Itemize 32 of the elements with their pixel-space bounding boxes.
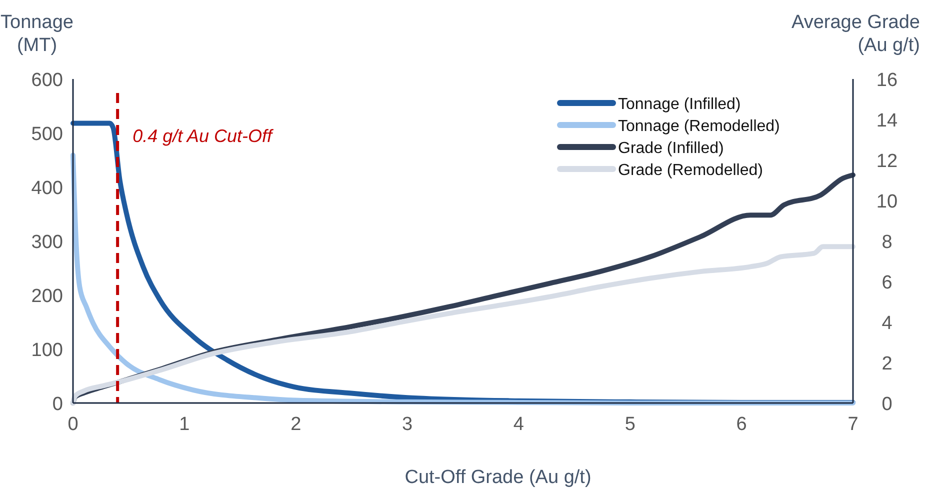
y2-tick-label: 2 — [882, 354, 892, 374]
legend-label: Tonnage (Infilled) — [618, 96, 741, 113]
legend-label: Grade (Infilled) — [618, 140, 724, 157]
x-tick-label: 3 — [402, 414, 413, 435]
y-tick-label: 500 — [31, 124, 63, 145]
x-tick-label: 5 — [624, 414, 636, 435]
x-tick-label: 2 — [290, 414, 302, 435]
x-tick-label: 4 — [513, 414, 524, 435]
ref-line-label: 0.4 g/t Au Cut-Off — [132, 126, 274, 146]
x-tick-label: 7 — [848, 414, 858, 435]
legend-label: Grade (Remodelled) — [618, 162, 763, 179]
y2-tick-label: 8 — [882, 232, 892, 253]
y-tick-label: 400 — [31, 178, 63, 199]
x-tick-label: 1 — [179, 414, 190, 435]
y-tick-label: 200 — [31, 286, 63, 307]
x-tick-label: 0 — [68, 414, 78, 435]
y-axis-title: Tonnage (MT) — [0, 12, 74, 56]
y-tick-label: 600 — [31, 70, 63, 91]
y2-axis-title: Average Grade (Au g/t) — [791, 12, 920, 56]
y2-tick-label: 10 — [876, 192, 898, 212]
y2-tick-label: 12 — [876, 151, 898, 172]
y2-tick-label: 0 — [882, 394, 892, 415]
y2-tick-label: 4 — [882, 313, 893, 334]
y2-tick-label: 6 — [882, 272, 892, 294]
x-axis-title: Cut-Off Grade (Au g/t) — [404, 467, 592, 488]
y2-tick-label: 14 — [876, 110, 898, 132]
legend-label: Tonnage (Remodelled) — [618, 118, 780, 135]
y2-tick-label: 16 — [876, 70, 898, 91]
y-tick-label: 0 — [52, 394, 63, 415]
y-tick-label: 100 — [31, 340, 63, 361]
x-tick-label: 6 — [736, 414, 747, 435]
y-tick-label: 300 — [31, 232, 63, 253]
